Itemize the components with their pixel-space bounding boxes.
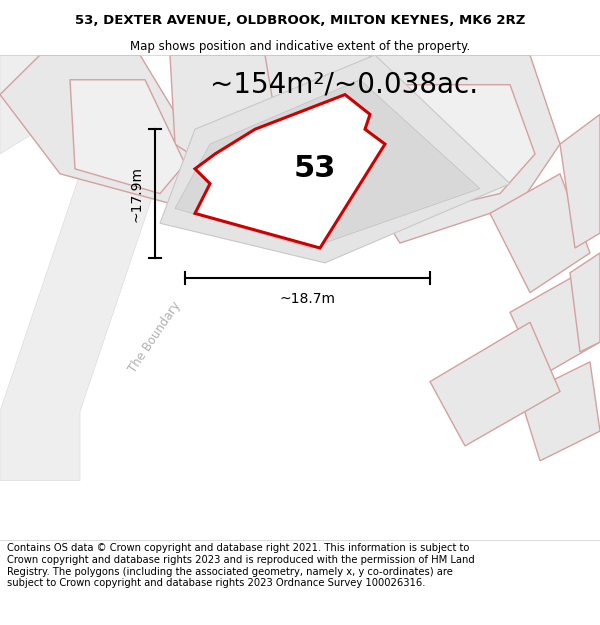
Polygon shape [350, 55, 560, 243]
Text: Map shows position and indicative extent of the property.: Map shows position and indicative extent… [130, 39, 470, 52]
Polygon shape [0, 129, 175, 481]
Polygon shape [195, 94, 385, 248]
Polygon shape [520, 362, 600, 461]
Text: The Boundary: The Boundary [127, 299, 184, 375]
Polygon shape [430, 322, 560, 446]
Text: ~18.7m: ~18.7m [280, 291, 335, 306]
Polygon shape [560, 114, 600, 248]
Polygon shape [490, 174, 590, 292]
Polygon shape [0, 55, 120, 154]
Text: ~17.9m: ~17.9m [129, 166, 143, 222]
Polygon shape [175, 80, 480, 248]
Polygon shape [170, 55, 310, 174]
Polygon shape [265, 55, 400, 154]
Polygon shape [510, 272, 600, 377]
Text: 53: 53 [294, 154, 336, 183]
Polygon shape [160, 55, 510, 263]
Polygon shape [0, 55, 200, 204]
Text: ~154m²/~0.038ac.: ~154m²/~0.038ac. [210, 71, 478, 99]
Polygon shape [70, 80, 185, 194]
Polygon shape [570, 253, 600, 352]
Polygon shape [380, 85, 535, 213]
Text: 53, DEXTER AVENUE, OLDBROOK, MILTON KEYNES, MK6 2RZ: 53, DEXTER AVENUE, OLDBROOK, MILTON KEYN… [75, 14, 525, 27]
Text: Contains OS data © Crown copyright and database right 2021. This information is : Contains OS data © Crown copyright and d… [7, 543, 475, 588]
